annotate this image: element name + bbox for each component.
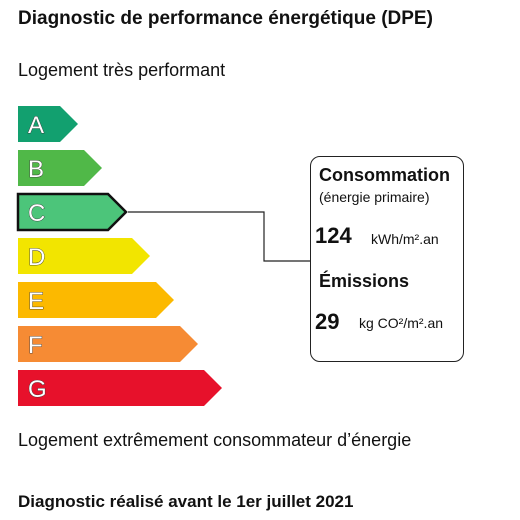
energy-class-arrow-g — [18, 370, 222, 406]
consumption-unit: kWh/m².an — [371, 231, 439, 247]
emissions-value: 29 — [315, 309, 340, 334]
energy-class-c: C — [16, 192, 128, 232]
energy-class-arrow-b — [18, 150, 102, 186]
emissions-heading: Émissions — [319, 271, 410, 291]
energy-class-arrow-f — [18, 326, 198, 362]
energy-class-f: F — [18, 326, 198, 362]
consumption-value: 124 — [315, 223, 352, 248]
energy-class-letter-f: F — [28, 332, 43, 359]
energy-class-letter-d: D — [28, 244, 45, 271]
energy-class-letter-b: B — [28, 156, 44, 183]
footer-note: Diagnostic réalisé avant le 1er juillet … — [18, 492, 354, 511]
energy-class-arrow-d — [18, 238, 150, 274]
best-performance-label: Logement très performant — [18, 60, 226, 80]
page-title: Diagnostic de performance énergétique (D… — [18, 8, 433, 29]
energy-class-d: D — [18, 238, 150, 274]
energy-class-arrow-e — [18, 282, 174, 318]
consumption-heading: Consommation — [319, 165, 451, 185]
emissions-unit: kg CO²/m².an — [359, 315, 444, 331]
consumption-subheading: (énergie primaire) — [319, 189, 430, 205]
energy-class-letter-a: A — [28, 112, 44, 139]
energy-class-a: A — [18, 106, 78, 142]
result-box: Consommation (énergie primaire) 124 kWh/… — [310, 156, 464, 362]
energy-class-e: E — [18, 282, 174, 318]
energy-class-g: G — [18, 370, 222, 406]
worst-performance-label: Logement extrêmement consommateur d’éner… — [18, 430, 412, 450]
energy-class-letter-e: E — [28, 288, 44, 315]
energy-class-letter-g: G — [28, 376, 47, 403]
connector-line — [128, 211, 310, 262]
energy-class-letter-c: C — [28, 200, 45, 227]
energy-class-arrow-a — [18, 106, 78, 142]
energy-class-arrow-c — [16, 192, 128, 232]
energy-class-b: B — [18, 150, 102, 186]
